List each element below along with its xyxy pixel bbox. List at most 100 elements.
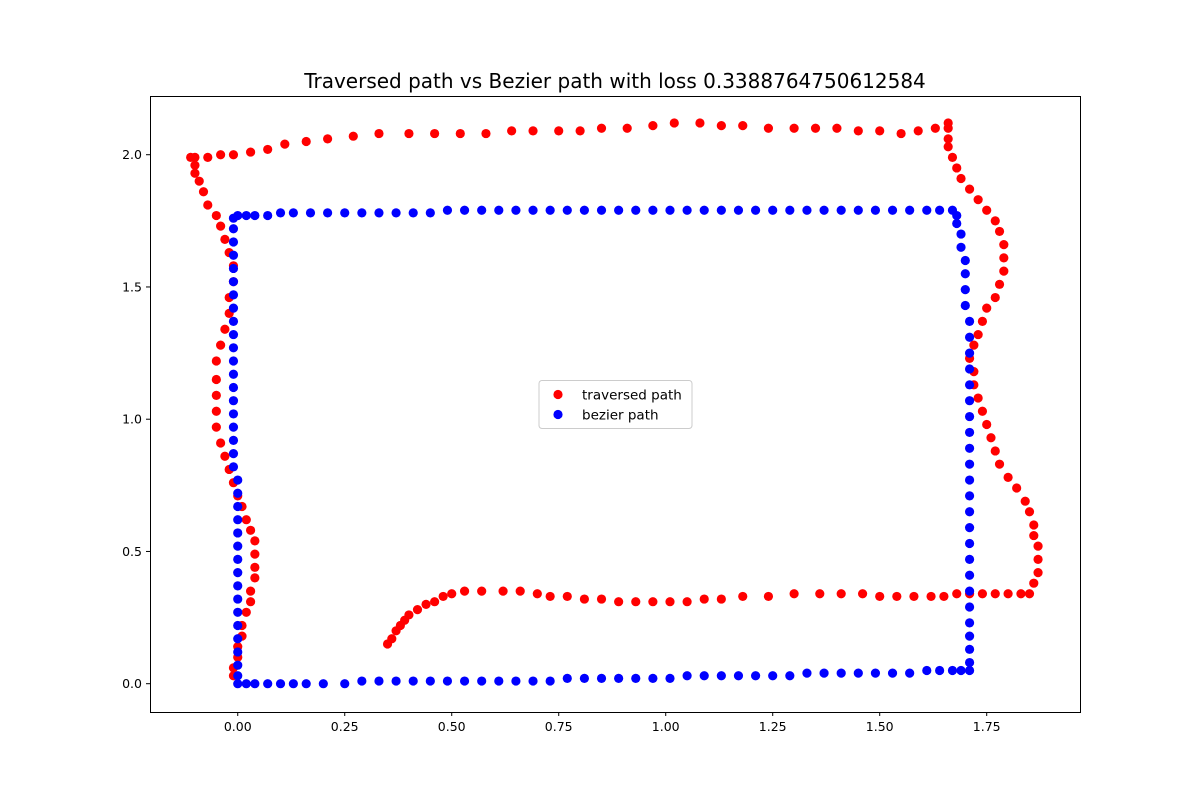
data-point: [233, 620, 243, 631]
data-point: [459, 676, 470, 686]
legend-marker: [553, 409, 563, 420]
data-point: [241, 515, 251, 525]
data-point: [233, 488, 243, 498]
data-point: [442, 205, 453, 215]
data-point: [263, 144, 273, 155]
data-point: [977, 589, 988, 599]
data-point: [922, 205, 932, 215]
data-point: [665, 597, 675, 607]
data-point: [562, 591, 572, 602]
data-point: [596, 673, 607, 684]
data-point: [682, 597, 692, 607]
series-layer: [186, 118, 1043, 689]
data-point: [990, 589, 1000, 599]
data-point: [494, 205, 504, 215]
data-point: [1033, 541, 1043, 551]
data-point: [935, 665, 945, 676]
y-tick-label: 0.5: [122, 544, 142, 559]
data-point: [241, 210, 251, 221]
data-point: [596, 123, 607, 133]
data-point: [545, 676, 555, 686]
data-point: [263, 210, 273, 221]
data-point: [528, 126, 538, 136]
data-point: [455, 128, 465, 139]
data-point: [905, 668, 915, 678]
data-point: [1024, 589, 1035, 599]
data-point: [545, 205, 555, 215]
data-point: [194, 176, 204, 186]
data-point: [853, 668, 863, 678]
data-point: [994, 279, 1005, 289]
data-point: [228, 369, 239, 379]
data-point: [947, 665, 958, 676]
data-point: [669, 118, 679, 128]
x-tick-label: 0.75: [545, 719, 573, 734]
data-point: [956, 173, 966, 184]
data-point: [233, 594, 243, 604]
data-point: [447, 589, 457, 599]
data-point: [498, 586, 508, 596]
data-point: [515, 586, 525, 596]
data-point: [233, 607, 243, 617]
data-point: [263, 679, 273, 689]
data-point: [250, 573, 260, 583]
data-point: [913, 126, 923, 136]
data-point: [964, 427, 975, 438]
data-point: [245, 586, 256, 596]
data-point: [228, 382, 239, 393]
data-point: [648, 205, 658, 215]
data-point: [250, 549, 260, 559]
data-point: [999, 266, 1009, 276]
data-point: [545, 591, 555, 602]
data-point: [391, 208, 401, 218]
data-point: [947, 205, 958, 215]
data-point: [964, 644, 975, 654]
data-point: [836, 668, 846, 678]
data-point: [198, 187, 209, 197]
data-point: [190, 168, 200, 178]
data-point: [789, 123, 799, 133]
data-point: [233, 528, 243, 538]
data-point: [665, 205, 675, 215]
data-point: [909, 591, 919, 602]
data-point: [964, 586, 975, 596]
data-point: [340, 208, 350, 218]
data-point: [999, 253, 1009, 263]
data-point: [511, 676, 521, 686]
data-point: [935, 205, 945, 215]
data-point: [960, 285, 970, 295]
data-point: [233, 679, 243, 689]
data-point: [964, 602, 975, 612]
data-point: [648, 597, 658, 607]
plot-frame: [150, 96, 1081, 713]
data-point: [926, 591, 936, 602]
data-point: [233, 568, 243, 578]
data-point: [836, 205, 846, 215]
data-point: [763, 591, 774, 602]
data-point: [596, 594, 607, 604]
data-point: [528, 205, 538, 215]
data-point: [216, 438, 226, 448]
data-point: [750, 205, 761, 215]
data-point: [802, 668, 812, 678]
data-point: [964, 443, 975, 453]
data-point: [511, 205, 521, 215]
data-point: [1012, 483, 1022, 493]
data-point: [228, 329, 239, 340]
data-point: [964, 475, 975, 485]
data-point: [857, 589, 868, 599]
data-point: [228, 343, 239, 353]
data-point: [233, 515, 243, 525]
data-point: [579, 673, 590, 684]
data-point: [477, 586, 487, 596]
data-point: [233, 671, 243, 681]
data-point: [228, 462, 239, 472]
data-point: [982, 303, 992, 313]
x-tick-label: 1.75: [973, 719, 1001, 734]
data-point: [425, 208, 435, 218]
data-point: [870, 205, 881, 215]
data-point: [228, 290, 239, 300]
data-point: [323, 208, 333, 218]
y-axis: 0.0 0.5 1.0 1.5 2.0: [122, 147, 150, 691]
